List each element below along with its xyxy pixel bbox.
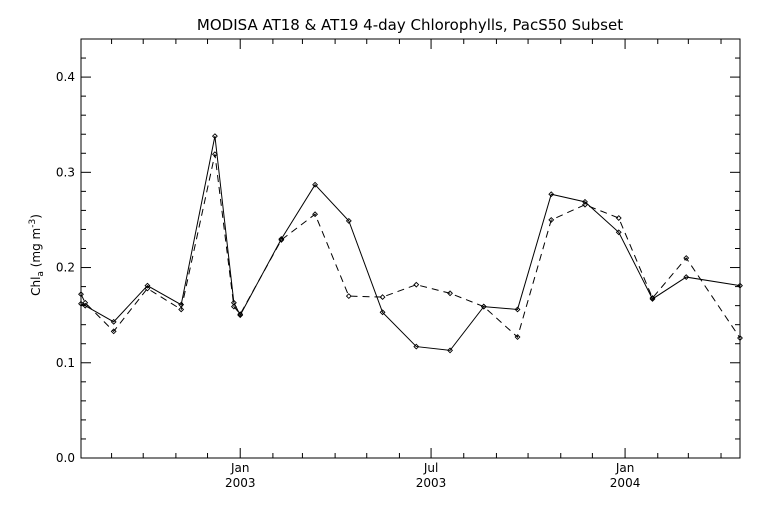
y-tick-label: 0.2 bbox=[56, 261, 75, 275]
series-solid bbox=[78, 133, 743, 354]
plot-frame bbox=[80, 38, 741, 459]
x-tick-label-year: 2004 bbox=[610, 476, 641, 490]
data-point bbox=[683, 255, 690, 261]
series-layer bbox=[78, 133, 743, 354]
data-point bbox=[211, 151, 218, 158]
y-tick-label: 0.3 bbox=[56, 165, 75, 179]
data-point bbox=[110, 328, 117, 335]
data-point bbox=[178, 306, 185, 313]
y-tick-label: 0.4 bbox=[56, 70, 75, 84]
y-tick-label: 0.0 bbox=[56, 451, 75, 465]
x-tick-label-month: Jul bbox=[423, 461, 438, 475]
y-axis-label-unit-close: ) bbox=[29, 214, 43, 219]
data-point bbox=[582, 201, 588, 208]
data-point bbox=[413, 281, 420, 288]
data-point bbox=[144, 282, 151, 289]
data-point bbox=[683, 274, 690, 281]
y-axis-label: Chla (mg m-3) bbox=[28, 214, 46, 296]
data-point bbox=[413, 343, 420, 350]
data-point bbox=[480, 303, 487, 310]
series-line-solid bbox=[80, 136, 741, 351]
series-line-dashed bbox=[80, 154, 741, 339]
data-point bbox=[548, 216, 555, 223]
data-point bbox=[548, 191, 555, 198]
x-tick-label-year: 2003 bbox=[225, 476, 256, 490]
data-point bbox=[230, 299, 237, 306]
data-point bbox=[379, 309, 386, 316]
x-tick-label-year: 2003 bbox=[416, 476, 447, 490]
data-point bbox=[737, 335, 743, 341]
y-tick-label: 0.1 bbox=[56, 356, 75, 370]
data-point bbox=[345, 217, 352, 224]
data-point bbox=[312, 211, 319, 218]
data-point bbox=[514, 306, 521, 313]
data-point bbox=[78, 291, 84, 298]
data-point bbox=[615, 215, 622, 221]
data-point bbox=[237, 311, 244, 318]
series-dashed bbox=[78, 151, 743, 341]
data-point bbox=[278, 236, 285, 243]
data-point bbox=[345, 293, 352, 300]
y-axis-label-sub: a bbox=[36, 271, 46, 277]
data-point bbox=[615, 229, 622, 236]
data-point bbox=[379, 294, 386, 301]
data-point bbox=[312, 181, 319, 188]
data-point bbox=[82, 299, 89, 306]
data-point bbox=[144, 285, 151, 292]
x-tick-label-month: Jan bbox=[230, 461, 250, 475]
data-point bbox=[447, 290, 453, 297]
data-point bbox=[211, 133, 218, 140]
data-point bbox=[447, 347, 453, 354]
data-point bbox=[514, 334, 521, 340]
y-axis-label-main: Chl bbox=[29, 277, 43, 296]
data-point bbox=[110, 318, 117, 325]
data-point bbox=[230, 303, 237, 310]
chart-title: MODISA AT18 & AT19 4-day Chlorophylls, P… bbox=[197, 16, 623, 34]
data-point bbox=[737, 282, 743, 289]
y-axis-label-sup: -3 bbox=[28, 219, 38, 228]
data-point bbox=[649, 295, 656, 301]
x-tick-label-month: Jan bbox=[615, 461, 635, 475]
data-point bbox=[582, 198, 588, 205]
y-axis-label-unit-open: (mg m bbox=[29, 228, 43, 271]
